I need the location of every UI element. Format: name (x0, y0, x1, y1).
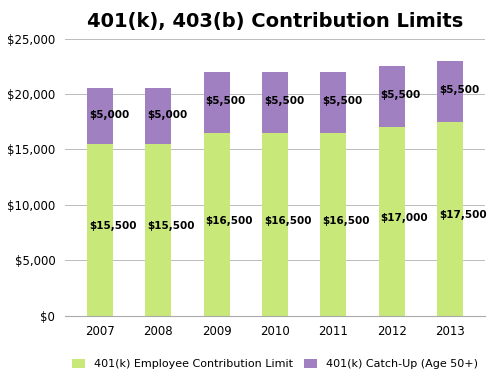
Legend: 401(k) Employee Contribution Limit, 401(k) Catch-Up (Age 50+): 401(k) Employee Contribution Limit, 401(… (68, 355, 482, 374)
Text: $16,500: $16,500 (206, 216, 253, 226)
Text: $16,500: $16,500 (322, 216, 370, 226)
Bar (320, 133, 346, 316)
Text: $5,500: $5,500 (380, 90, 421, 100)
Bar (204, 133, 230, 316)
Bar (378, 66, 405, 127)
Bar (262, 72, 288, 133)
Bar (204, 72, 230, 133)
Bar (437, 122, 463, 316)
Text: $16,500: $16,500 (264, 216, 312, 226)
Text: $5,500: $5,500 (439, 85, 479, 95)
Bar (262, 133, 288, 316)
Bar (87, 144, 113, 316)
Bar (378, 127, 405, 316)
Text: $5,500: $5,500 (264, 96, 304, 106)
Bar (87, 89, 113, 144)
Bar (437, 61, 463, 122)
Text: $5,000: $5,000 (89, 110, 129, 120)
Bar (320, 72, 346, 133)
Text: $17,500: $17,500 (439, 210, 486, 220)
Text: $5,000: $5,000 (148, 110, 188, 120)
Text: $17,000: $17,000 (380, 213, 428, 223)
Text: $5,500: $5,500 (322, 96, 362, 106)
Text: $5,500: $5,500 (206, 96, 246, 106)
Bar (145, 144, 172, 316)
Bar (145, 89, 172, 144)
Text: $15,500: $15,500 (89, 221, 136, 231)
Title: 401(k), 403(b) Contribution Limits: 401(k), 403(b) Contribution Limits (87, 12, 463, 32)
Text: $15,500: $15,500 (148, 221, 195, 231)
